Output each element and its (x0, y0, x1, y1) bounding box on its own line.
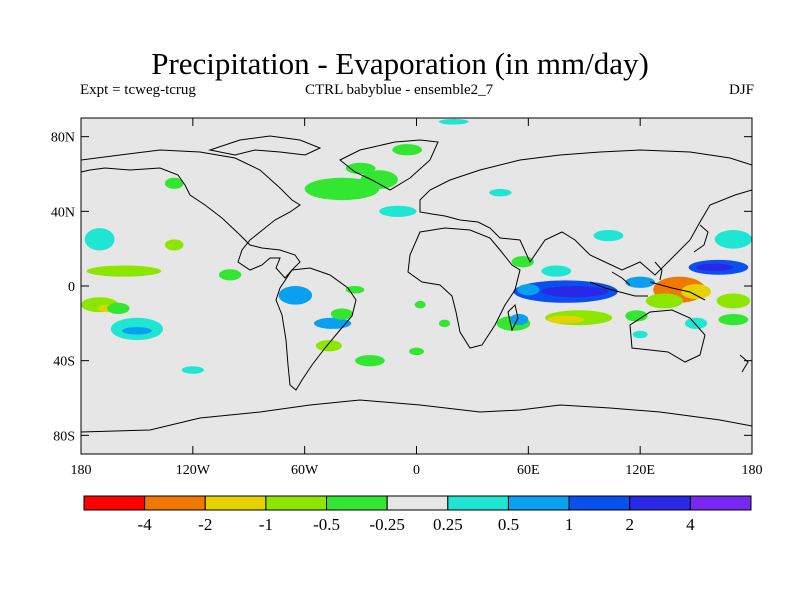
legend-swatch (83, 495, 146, 511)
anomaly-region (645, 293, 684, 309)
legend-label: -0.25 (369, 515, 404, 534)
anomaly-region (304, 177, 380, 201)
anomaly-region (625, 310, 648, 322)
legend-swatch (629, 495, 691, 511)
anomaly-region (632, 330, 648, 339)
x-axis: 180 120W 60W 0 60E 120E 180 (71, 118, 763, 478)
anomaly-region (392, 144, 423, 156)
coastline-new-zealand (739, 354, 749, 373)
anomaly-region (409, 347, 424, 356)
anomaly-field (81, 118, 752, 374)
anomaly-region (517, 284, 540, 296)
experiment-label: Expt = tcweg-tcrug (80, 82, 196, 98)
anomaly-region (122, 327, 152, 335)
anomaly-region (541, 265, 572, 277)
coastline-canadian-arctic (208, 135, 322, 156)
chart-title: Precipitation - Evaporation (in mm/day) (151, 46, 649, 81)
anomaly-region (345, 162, 376, 174)
anomaly-region (714, 230, 752, 249)
x-tick-label: 180 (742, 463, 763, 478)
legend-swatch (326, 495, 388, 511)
coastline-japan (693, 224, 709, 253)
map-background (81, 118, 752, 454)
anomaly-region (86, 265, 162, 277)
legend-swatch (447, 495, 509, 511)
legend-swatch (689, 495, 752, 511)
x-tick-label: 60W (291, 463, 319, 478)
coastline-south-america (275, 267, 357, 391)
coastline-antarctica (81, 399, 752, 433)
legend-swatch (265, 495, 328, 511)
anomaly-region (354, 355, 385, 367)
anomaly-region (438, 319, 451, 328)
y-tick-label: 80N (51, 131, 75, 146)
coastline-eurasia (419, 149, 752, 276)
legend-swatch (568, 495, 631, 511)
anomaly-region (278, 286, 313, 305)
legend-swatch (386, 495, 449, 511)
control-label: CTRL babyblue - ensemble2_7 (305, 82, 494, 98)
x-tick-label: 0 (413, 463, 420, 478)
coastline-madagascar (507, 304, 519, 332)
anomaly-region (315, 340, 342, 352)
legend-swatch (507, 495, 570, 511)
coastline-australia (629, 309, 706, 363)
anomaly-region (716, 293, 751, 309)
anomaly-region (181, 366, 205, 374)
legend-label: 0.5 (498, 515, 519, 534)
anomaly-region (345, 286, 365, 294)
legend-label: 0.25 (433, 515, 463, 534)
anomaly-region (718, 314, 749, 326)
legend-swatch (144, 495, 206, 511)
season-label: DJF (728, 82, 754, 98)
x-tick-label: 120W (176, 463, 211, 478)
legend-label: 1 (565, 515, 574, 534)
anomaly-region (509, 314, 529, 326)
anomaly-region (360, 170, 398, 189)
legend-label: -4 (138, 515, 153, 534)
coastline-maritime-continent (589, 261, 706, 301)
y-tick-label: 80S (53, 429, 75, 444)
y-tick-label: 40N (51, 205, 75, 220)
anomaly-region (107, 302, 130, 314)
anomaly-region (489, 188, 512, 197)
anomaly-region (696, 263, 734, 272)
color-legend: -4 -2 -1 -0.5 -0.25 0.25 0.5 1 2 4 (83, 495, 752, 534)
legend-label: 4 (686, 515, 695, 534)
anomaly-region (313, 317, 352, 329)
anomaly-region (164, 239, 184, 251)
coastline-africa (407, 227, 521, 349)
anomaly-region (546, 315, 585, 324)
y-axis: 80N 40N 0 40S 80S (51, 131, 752, 444)
legend-label: -0.5 (313, 515, 340, 534)
x-tick-label: 60E (517, 463, 540, 478)
anomaly-region (684, 317, 708, 329)
x-tick-label: 180 (71, 463, 92, 478)
anomaly-region (625, 276, 656, 288)
legend-label: -2 (198, 515, 212, 534)
anomaly-region (84, 228, 115, 251)
legend-swatch (204, 495, 267, 511)
anomaly-region (164, 177, 184, 189)
y-tick-label: 40S (53, 355, 75, 370)
y-tick-label: 0 (68, 280, 75, 295)
coastline-greenland (339, 139, 439, 191)
anomaly-region (438, 118, 469, 125)
coastlines (81, 135, 752, 433)
anomaly-region (330, 308, 354, 320)
x-tick-label: 120E (625, 463, 655, 478)
anomaly-region (414, 300, 426, 309)
legend-label: 2 (625, 515, 634, 534)
legend-label: -1 (259, 515, 273, 534)
anomaly-region (593, 230, 624, 242)
anomaly-region (379, 205, 417, 217)
anomaly-region (541, 286, 609, 298)
coastline-north-america (81, 149, 301, 279)
anomaly-region (218, 269, 242, 281)
anomaly-region (681, 284, 711, 300)
